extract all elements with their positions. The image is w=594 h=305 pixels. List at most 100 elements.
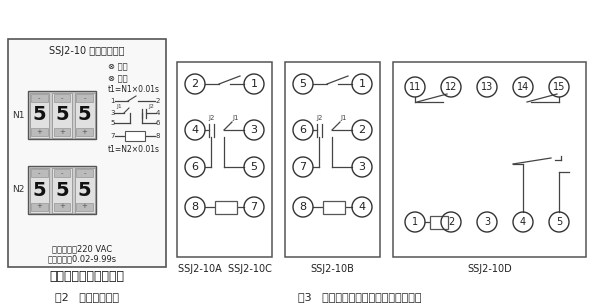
Text: 8: 8 (299, 202, 307, 212)
Bar (75, 167, 94, 213)
Text: ⊗ 动作: ⊗ 动作 (108, 74, 128, 84)
Text: 2: 2 (448, 217, 454, 227)
Text: 5: 5 (55, 181, 69, 199)
Text: 3: 3 (110, 110, 115, 116)
Text: 14: 14 (517, 82, 529, 92)
Text: 2: 2 (358, 125, 365, 135)
Bar (52, 167, 72, 213)
Text: -: - (83, 170, 86, 177)
Text: 3: 3 (251, 125, 258, 135)
Text: 5: 5 (299, 79, 307, 89)
Bar (393, 62, 586, 257)
Bar (77, 203, 93, 211)
Text: 5: 5 (556, 217, 562, 227)
Text: 5: 5 (55, 106, 69, 124)
Text: 2: 2 (156, 98, 160, 104)
Text: N1: N1 (12, 110, 24, 120)
Text: 额定电压：220 VAC: 额定电压：220 VAC (52, 245, 112, 253)
Text: 4: 4 (191, 125, 198, 135)
Text: +: + (59, 128, 65, 135)
Text: U: U (223, 203, 229, 211)
Text: 3: 3 (484, 217, 490, 227)
Bar (430, 216, 448, 228)
Text: 8: 8 (191, 202, 198, 212)
Text: SSJ2-10A  SSJ2-10C: SSJ2-10A SSJ2-10C (178, 264, 271, 274)
Text: 5: 5 (33, 106, 46, 124)
Text: -: - (38, 95, 40, 102)
Bar (77, 128, 93, 136)
Bar (323, 200, 345, 214)
Bar (30, 92, 49, 138)
Text: 1: 1 (251, 79, 258, 89)
Bar (285, 62, 380, 257)
Text: 8: 8 (156, 133, 160, 139)
Bar (53, 203, 70, 211)
Text: 7: 7 (299, 162, 307, 172)
Text: 1: 1 (110, 98, 115, 104)
Text: 11: 11 (409, 82, 421, 92)
Text: U: U (132, 131, 138, 141)
Text: J2: J2 (209, 115, 215, 121)
Text: 13: 13 (481, 82, 493, 92)
Text: SSJ2-10 型时间继电器: SSJ2-10 型时间继电器 (49, 46, 125, 56)
Text: 3: 3 (359, 162, 365, 172)
Text: V: V (436, 217, 442, 227)
Text: 15: 15 (553, 82, 565, 92)
Text: J2: J2 (317, 115, 323, 121)
Text: t1=N2×0.01s: t1=N2×0.01s (108, 145, 160, 153)
Text: 5: 5 (251, 162, 258, 172)
Bar (53, 94, 70, 102)
Text: +: + (36, 128, 42, 135)
Text: 7: 7 (110, 133, 115, 139)
Text: 7: 7 (251, 202, 258, 212)
Bar (77, 169, 93, 177)
Text: 12: 12 (445, 82, 457, 92)
Bar (53, 169, 70, 177)
Text: 6: 6 (299, 125, 307, 135)
Bar (125, 131, 145, 141)
Bar (52, 92, 72, 138)
Text: 6: 6 (191, 162, 198, 172)
Bar (75, 92, 94, 138)
Text: J1: J1 (233, 115, 239, 121)
Text: SSJ2-10B: SSJ2-10B (311, 264, 355, 274)
Text: 5: 5 (78, 106, 91, 124)
Text: +: + (59, 203, 65, 210)
Bar (177, 62, 272, 257)
Text: -: - (83, 95, 86, 102)
Text: J2: J2 (148, 104, 154, 109)
Text: 上海上继科技有限公司: 上海上继科技有限公司 (49, 270, 125, 283)
Text: +: + (82, 128, 87, 135)
Bar (8, 39, 166, 267)
Text: U: U (331, 203, 337, 211)
Text: 延时范围：0.02-9.99s: 延时范围：0.02-9.99s (48, 254, 116, 264)
Text: 4: 4 (520, 217, 526, 227)
Text: -: - (61, 170, 63, 177)
Bar (31, 169, 48, 177)
Text: 4: 4 (358, 202, 365, 212)
Text: 5: 5 (33, 181, 46, 199)
Text: +: + (36, 203, 42, 210)
Text: 图2   继电器面板图: 图2 继电器面板图 (55, 292, 119, 302)
Text: -: - (38, 170, 40, 177)
Text: SSJ2-10D: SSJ2-10D (467, 264, 512, 274)
Text: J1: J1 (116, 104, 122, 109)
Text: t1=N1×0.01s: t1=N1×0.01s (108, 85, 160, 95)
Bar (30, 167, 49, 213)
Text: 图3   继电器内部及端子接线图（背视）: 图3 继电器内部及端子接线图（背视） (298, 292, 422, 302)
Bar (31, 94, 48, 102)
Text: J1: J1 (341, 115, 347, 121)
Bar (53, 128, 70, 136)
Text: 5: 5 (110, 120, 115, 126)
Text: 4: 4 (156, 110, 160, 116)
Text: 2: 2 (191, 79, 198, 89)
Bar (31, 128, 48, 136)
Text: -: - (61, 95, 63, 102)
Bar (77, 94, 93, 102)
Text: 1: 1 (412, 217, 418, 227)
Text: +: + (82, 203, 87, 210)
Bar (28, 91, 96, 139)
Bar (31, 203, 48, 211)
Text: 5: 5 (78, 181, 91, 199)
Text: 6: 6 (156, 120, 160, 126)
